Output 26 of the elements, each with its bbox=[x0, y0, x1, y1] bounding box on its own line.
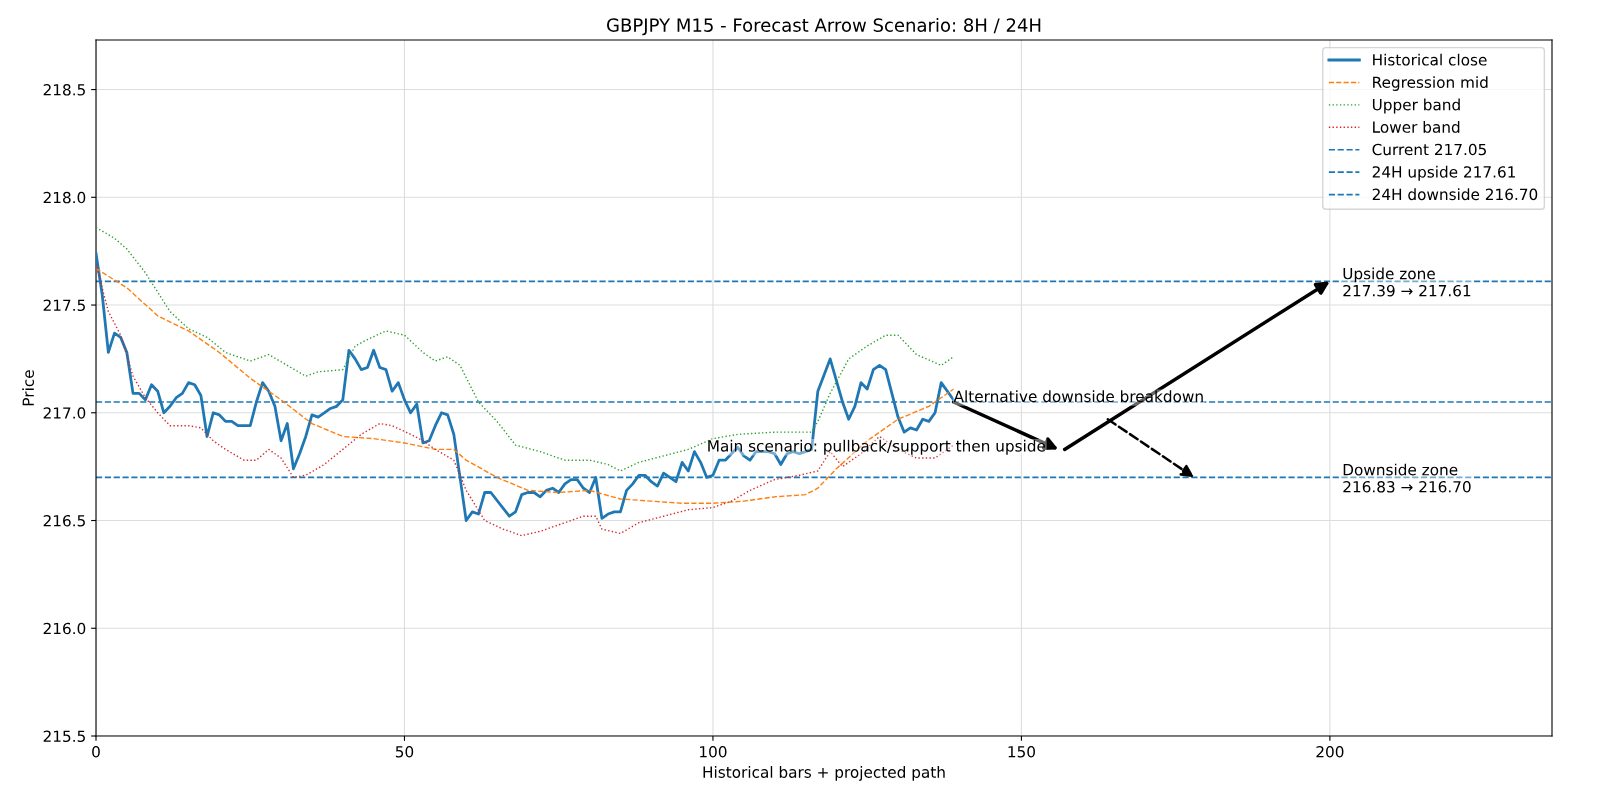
legend-label: Historical close bbox=[1373, 53, 1487, 66]
y-tick-label: 218.5 bbox=[43, 84, 85, 96]
line-series bbox=[96, 226, 955, 472]
x-axis-title: Historical bars + projected path bbox=[703, 766, 945, 781]
y-tick-label: 215.5 bbox=[43, 730, 85, 743]
annotation: Downside zone 216.83 → 216.70 bbox=[1343, 463, 1471, 493]
annotation: Upside zone 217.39 → 217.61 bbox=[1343, 267, 1471, 297]
legend-label: Current 217.05 bbox=[1372, 143, 1486, 156]
legend-label: Lower band bbox=[1373, 121, 1460, 133]
chart-title: GBPJPY M15 - Forecast Arrow Scenario: 8H / 24H bbox=[607, 17, 1041, 36]
y-tick-label: 216.0 bbox=[43, 622, 86, 635]
legend-label: Upper band bbox=[1372, 98, 1460, 114]
annotation: Main scenario: pullback/support then upside bbox=[708, 439, 1046, 455]
legend-label: 24H upside 217.61 bbox=[1372, 165, 1515, 181]
y-tick-label: 216.5 bbox=[43, 514, 85, 527]
x-tick-label: 150 bbox=[1008, 745, 1035, 758]
legend-label: 24H downside 216.70 bbox=[1372, 188, 1538, 201]
x-tick-label: 200 bbox=[1316, 745, 1344, 758]
x-tick-label: 100 bbox=[700, 745, 727, 758]
legend-label: Regression mid bbox=[1373, 76, 1488, 91]
y-tick-label: 218.0 bbox=[43, 191, 86, 204]
y-tick-label: 217.5 bbox=[43, 299, 85, 312]
x-tick-label: 50 bbox=[395, 745, 414, 758]
y-tick-label: 217.0 bbox=[43, 407, 86, 419]
x-tick-label: 0 bbox=[92, 745, 100, 758]
y-axis-title: Price bbox=[22, 370, 35, 406]
